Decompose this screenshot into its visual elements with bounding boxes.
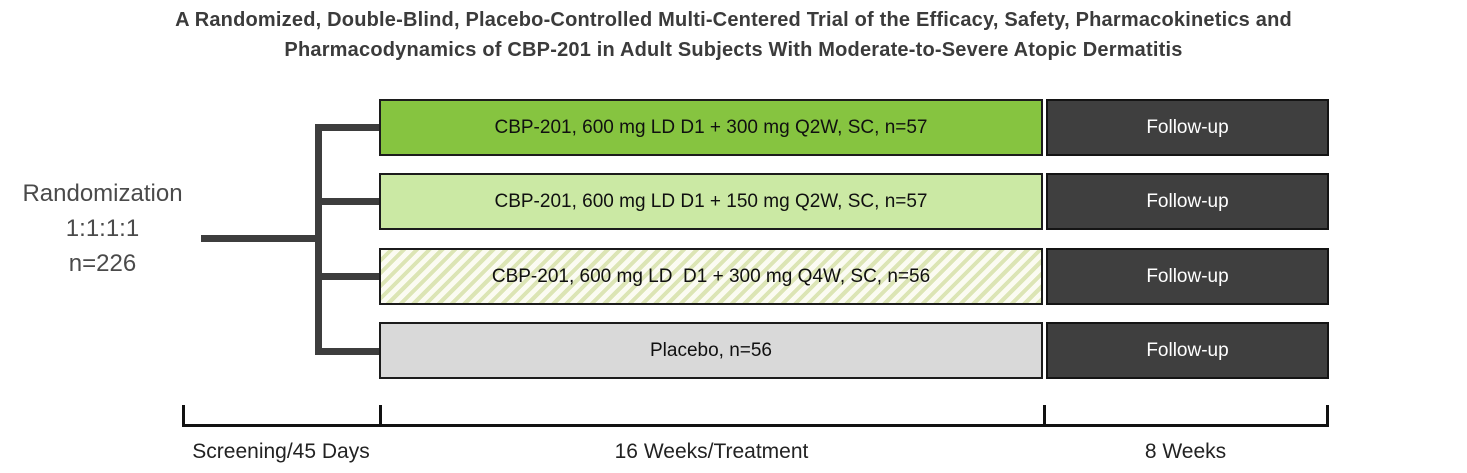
followup-box-2: Follow-up [1046,173,1329,230]
followup-label-2: Follow-up [1146,190,1229,212]
randomization-label: Randomization 1:1:1:1 n=226 [0,176,205,281]
followup-label-1: Follow-up [1146,116,1229,138]
arm-label-1: CBP-201, 600 mg LD D1 + 300 mg Q2W, SC, … [494,116,928,138]
timeline-tick [1043,405,1046,425]
arm-bar-1: CBP-201, 600 mg LD D1 + 300 mg Q2W, SC, … [379,99,1043,156]
randomization-n: n=226 [68,250,137,277]
timeline-label-followup: 8 Weeks [1144,440,1227,463]
study-title: A Randomized, Double-Blind, Placebo-Cont… [0,5,1467,65]
randomization-label-line1: Randomization [22,180,183,207]
timeline-tick [1326,405,1329,425]
arm-bar-2: CBP-201, 600 mg LD D1 + 150 mg Q2W, SC, … [379,173,1043,230]
tree-branch-line [315,124,379,131]
arm-label-3: CBP-201, 600 mg LD D1 + 300 mg Q4W, SC, … [491,265,931,287]
arm-label-4: Placebo, n=56 [649,339,772,361]
tree-root-line [201,235,322,242]
timeline-label-treatment: 16 Weeks/Treatment [614,440,809,463]
arm-label-2: CBP-201, 600 mg LD D1 + 150 mg Q2W, SC, … [494,190,928,212]
study-title-line2: Pharmacodynamics of CBP-201 in Adult Sub… [284,39,1183,61]
followup-label-3: Follow-up [1146,265,1229,287]
tree-trunk-line [315,124,322,355]
study-title-line1: A Randomized, Double-Blind, Placebo-Cont… [175,9,1292,31]
timeline-label-screening: Screening/45 Days [192,440,370,463]
randomization-ratio: 1:1:1:1 [65,215,140,242]
timeline-tick [379,405,382,425]
tree-branch-line [315,198,379,205]
followup-box-1: Follow-up [1046,99,1329,156]
timeline-tick [182,405,185,425]
followup-box-4: Follow-up [1046,322,1329,379]
tree-branch-line [315,273,379,280]
arm-bar-3: CBP-201, 600 mg LD D1 + 300 mg Q4W, SC, … [379,248,1043,305]
followup-box-3: Follow-up [1046,248,1329,305]
timeline-axis [182,424,1329,427]
tree-branch-line [315,348,379,355]
followup-label-4: Follow-up [1146,339,1229,361]
arm-bar-4: Placebo, n=56 [379,322,1043,379]
